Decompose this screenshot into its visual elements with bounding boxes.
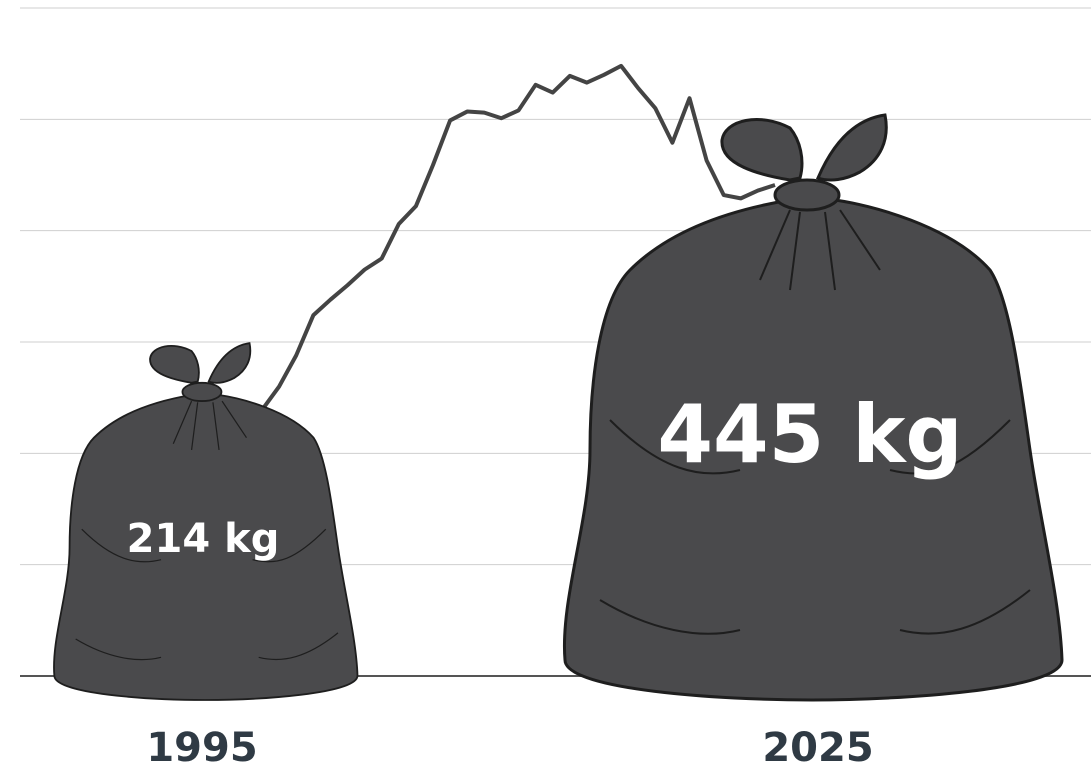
year-label: 2025	[762, 725, 873, 768]
bag-label: 445 kg	[657, 388, 962, 481]
year-label: 1995	[146, 725, 257, 768]
chart: 214 kg 445 kg 1995 2025	[0, 0, 1091, 768]
bag-label: 214 kg	[127, 516, 280, 562]
